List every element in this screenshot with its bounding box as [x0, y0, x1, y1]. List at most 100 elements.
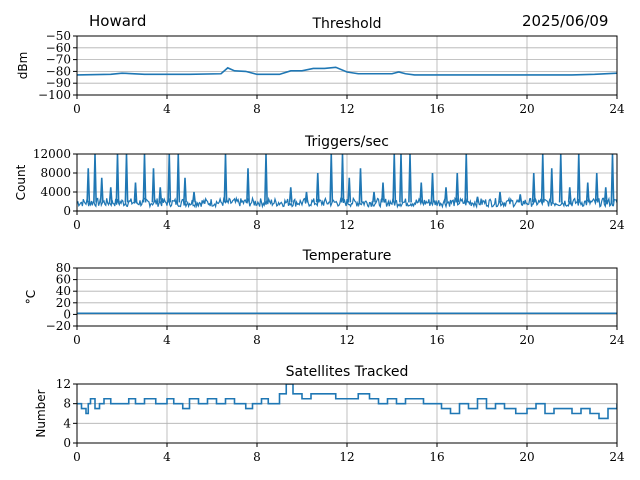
y-axis-label: Count — [14, 164, 28, 200]
spike — [567, 187, 572, 203]
chart-panel-4: 0 4 8 12 16 20 24 0 4 8 12 Satellites Tracked Number — [34, 364, 625, 464]
spike — [315, 172, 320, 203]
chart-title: Temperature — [302, 248, 392, 264]
date-label: 2025/06/09 — [522, 12, 609, 30]
spike — [108, 187, 113, 203]
x-tick-label: 4 — [163, 333, 171, 347]
spike — [142, 154, 147, 203]
x-tick-label: 12 — [339, 102, 354, 116]
spike — [176, 154, 181, 203]
x-tick-label: 24 — [609, 102, 625, 116]
y-tick-label: −50 — [46, 29, 71, 43]
spike — [192, 191, 196, 203]
spike — [594, 172, 599, 203]
spike — [167, 154, 172, 203]
spike — [444, 187, 448, 203]
spike — [603, 187, 608, 203]
x-tick-label: 20 — [519, 333, 534, 347]
spike — [329, 154, 334, 203]
series-line — [77, 384, 617, 420]
spike — [408, 154, 412, 203]
spike — [288, 187, 293, 203]
x-tick-label: 8 — [253, 218, 261, 232]
spike — [576, 154, 581, 203]
y-tick-label: 4 — [63, 416, 71, 430]
spike — [93, 154, 97, 203]
x-tick-label: 24 — [609, 218, 625, 232]
spike — [430, 172, 435, 203]
y-tick-label: 0 — [63, 204, 71, 218]
y-tick-label: 60 — [56, 273, 71, 287]
x-tick-label: 0 — [73, 333, 81, 347]
x-tick-label: 20 — [519, 102, 534, 116]
y-tick-label: 12000 — [33, 147, 71, 161]
y-axis-label: °C — [24, 290, 38, 304]
chart-panel-1: 0 4 8 12 16 20 24 −100−90−80−70−60−50 Threshold d… — [16, 16, 625, 116]
x-tick-label: 4 — [163, 450, 171, 464]
x-tick-label: 16 — [429, 102, 444, 116]
series-line — [77, 195, 617, 209]
y-tick-label: −80 — [46, 64, 71, 78]
spike — [124, 154, 129, 203]
x-tick-label: 16 — [429, 218, 444, 232]
spike — [358, 168, 363, 203]
y-axis-label: dBm — [16, 52, 30, 80]
spike — [518, 194, 523, 203]
x-tick-label: 24 — [609, 333, 625, 347]
spike — [392, 154, 397, 203]
y-tick-label: 0 — [63, 307, 71, 321]
x-tick-label: 24 — [609, 450, 625, 464]
spike — [133, 182, 138, 203]
y-tick-label: 0 — [63, 436, 71, 450]
spike — [340, 154, 345, 203]
spike — [99, 177, 104, 203]
x-tick-label: 4 — [163, 102, 171, 116]
spike — [347, 177, 352, 203]
y-tick-label: 20 — [56, 296, 71, 310]
x-tick-label: 8 — [253, 450, 261, 464]
y-tick-label: 8 — [63, 397, 71, 411]
y-tick-label: 40 — [56, 284, 71, 298]
spike — [475, 196, 480, 203]
spike — [399, 154, 403, 203]
spike — [372, 191, 376, 203]
x-tick-label: 8 — [253, 102, 261, 116]
spike — [419, 182, 424, 203]
y-tick-label: 4000 — [40, 185, 71, 199]
chart-title: Satellites Tracked — [286, 364, 409, 380]
y-tick-label: 80 — [56, 261, 71, 275]
spike — [246, 168, 250, 203]
spike — [223, 154, 228, 203]
spike — [558, 154, 563, 203]
x-tick-label: 4 — [163, 218, 171, 232]
x-tick-label: 0 — [73, 102, 81, 116]
spike — [540, 154, 545, 203]
y-tick-label: −60 — [46, 41, 71, 55]
x-tick-label: 16 — [429, 333, 444, 347]
chart-title: Threshold — [312, 16, 382, 32]
x-tick-label: 16 — [429, 450, 444, 464]
x-tick-label: 0 — [73, 450, 81, 464]
spike — [549, 168, 554, 203]
spike — [115, 154, 120, 203]
x-tick-label: 0 — [73, 218, 81, 232]
x-tick-label: 20 — [519, 450, 534, 464]
x-tick-label: 12 — [339, 218, 354, 232]
station-label: Howard — [89, 12, 147, 30]
x-tick-label: 12 — [339, 450, 354, 464]
spike — [498, 191, 502, 203]
x-tick-label: 12 — [339, 333, 354, 347]
spike — [304, 191, 309, 203]
spike — [183, 177, 187, 203]
spike — [381, 182, 385, 203]
spike — [158, 187, 163, 203]
spike — [610, 154, 615, 203]
y-tick-label: −70 — [46, 53, 71, 67]
spike — [464, 154, 469, 203]
y-tick-label: −20 — [46, 319, 71, 333]
spike — [151, 168, 156, 203]
y-tick-label: −90 — [46, 76, 71, 90]
spike — [86, 168, 91, 203]
spike — [585, 182, 590, 203]
